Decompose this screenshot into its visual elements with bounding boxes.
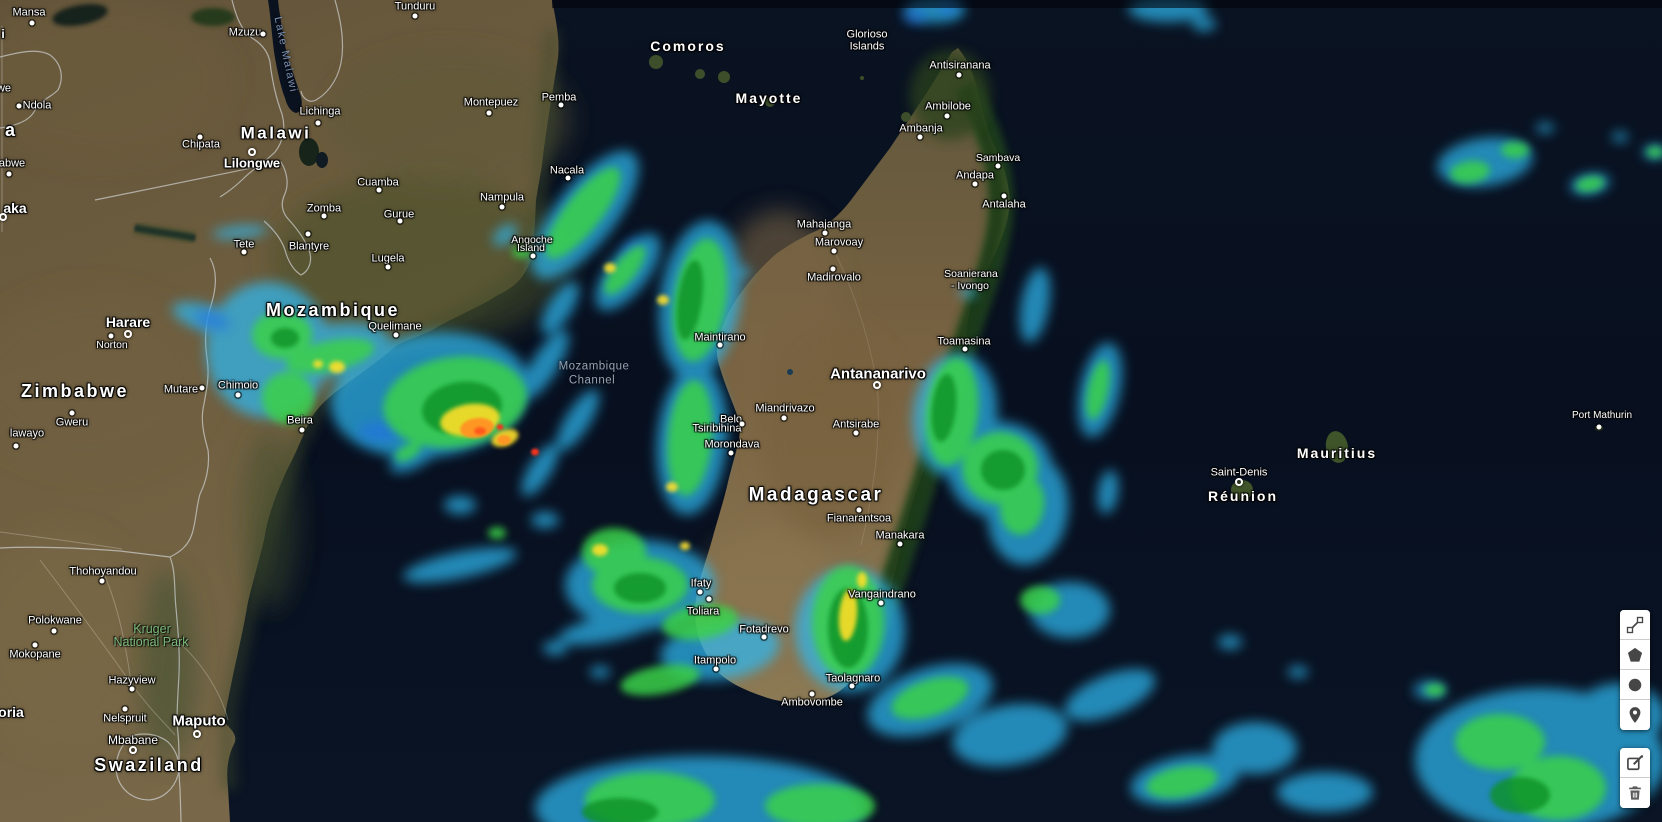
draw-polygon-button[interactable] — [1620, 640, 1650, 670]
edit-layers-button[interactable] — [1620, 748, 1650, 778]
draw-marker-button[interactable] — [1620, 700, 1650, 730]
edit-icon — [1620, 748, 1650, 777]
draw-toolbar — [1620, 610, 1650, 730]
polyline-icon — [1620, 610, 1650, 639]
draw-polyline-button[interactable] — [1620, 610, 1650, 640]
edit-toolbar — [1620, 748, 1650, 808]
trash-icon — [1620, 778, 1650, 808]
map-marker-icon — [1620, 700, 1650, 730]
circle-icon — [1620, 670, 1650, 699]
draw-circle-button[interactable] — [1620, 670, 1650, 700]
delete-layers-button[interactable] — [1620, 778, 1650, 808]
polygon-icon — [1620, 640, 1650, 669]
